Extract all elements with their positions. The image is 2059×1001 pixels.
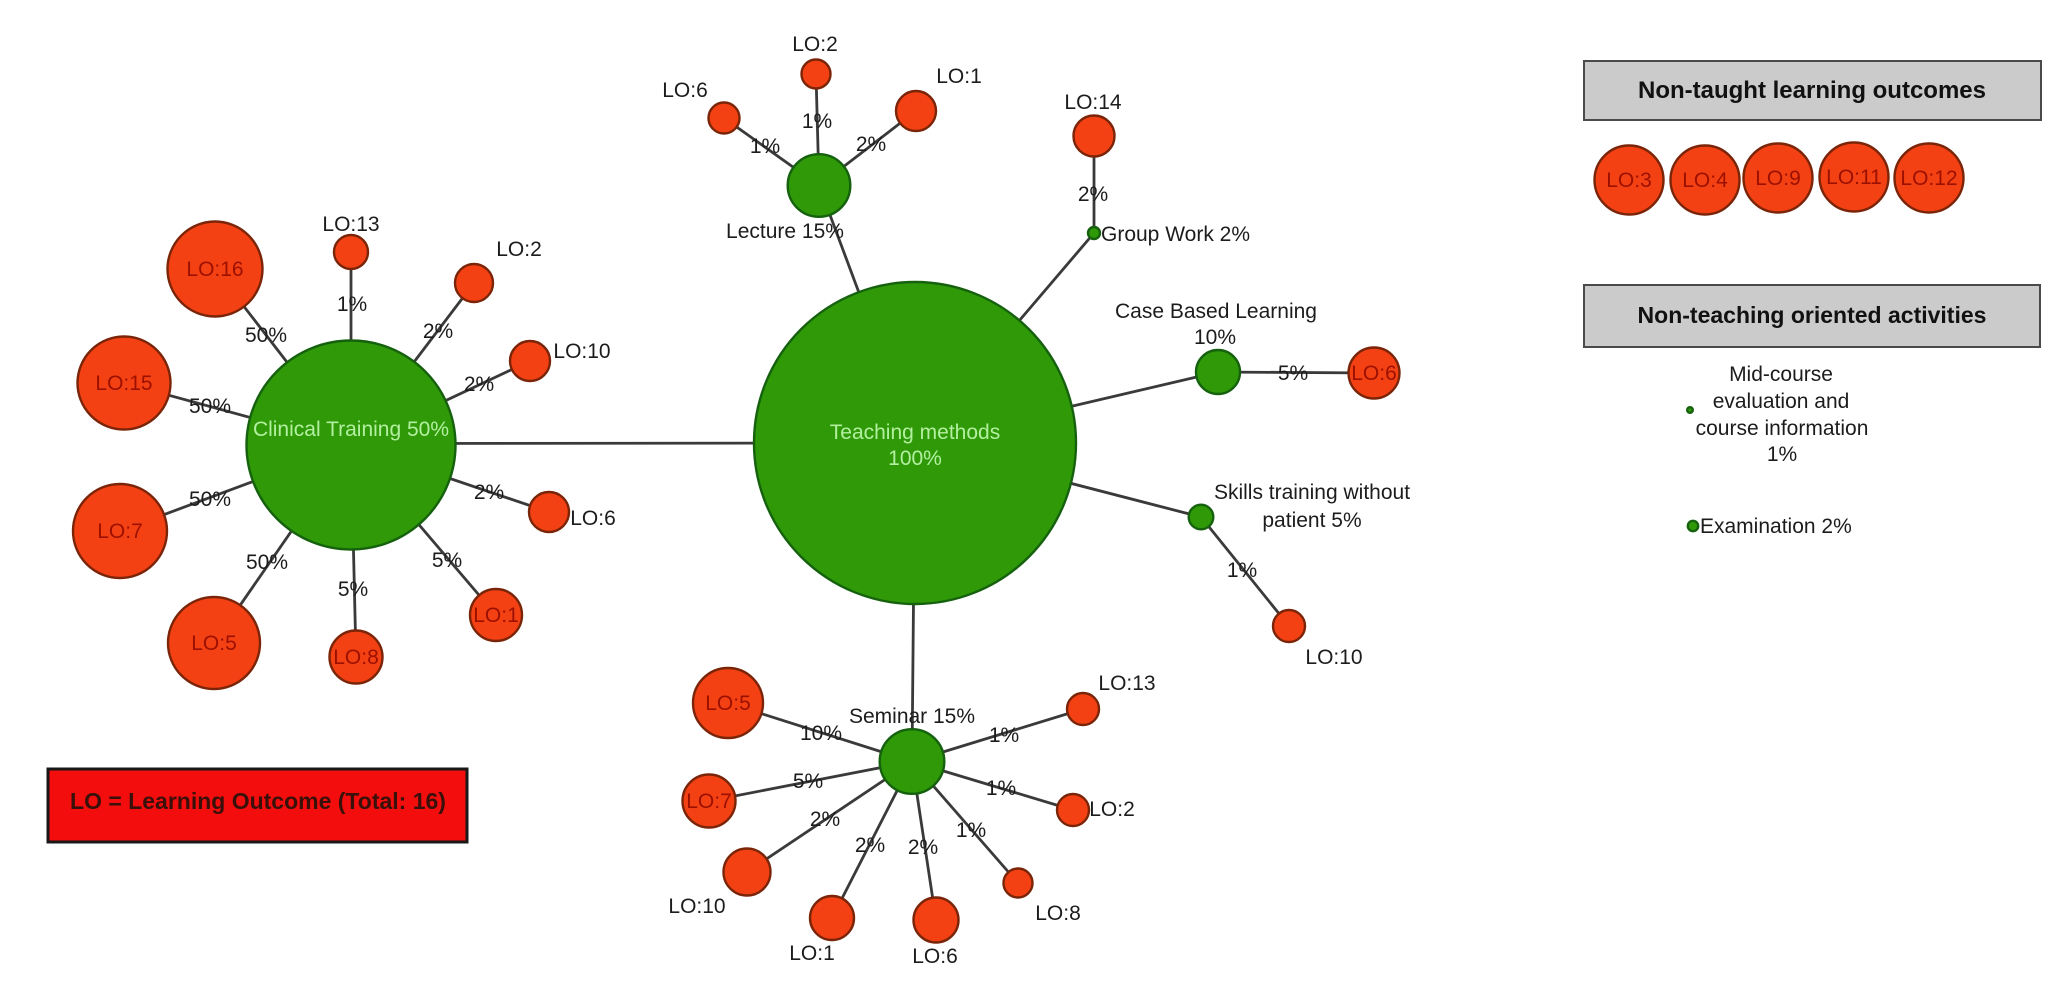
svg-text:Examination 2%: Examination 2% bbox=[1700, 515, 1852, 538]
svg-text:1%: 1% bbox=[989, 724, 1019, 747]
svg-text:LO:8: LO:8 bbox=[1035, 902, 1081, 925]
svg-text:1%: 1% bbox=[750, 135, 780, 158]
svg-text:1%: 1% bbox=[986, 777, 1016, 800]
svg-text:LO:5: LO:5 bbox=[191, 632, 237, 655]
svg-text:Lecture 15%: Lecture 15% bbox=[726, 220, 844, 243]
svg-text:LO:13: LO:13 bbox=[322, 213, 379, 236]
svg-text:course information: course information bbox=[1696, 417, 1869, 440]
svg-text:5%: 5% bbox=[793, 770, 823, 793]
svg-text:LO:10: LO:10 bbox=[1305, 646, 1362, 669]
svg-text:1%: 1% bbox=[956, 819, 986, 842]
svg-text:2%: 2% bbox=[855, 834, 885, 857]
svg-text:LO:2: LO:2 bbox=[496, 238, 542, 261]
svg-text:Non-taught learning outcomes: Non-taught learning outcomes bbox=[1638, 77, 1986, 104]
svg-text:LO:3: LO:3 bbox=[1606, 169, 1652, 192]
svg-text:50%: 50% bbox=[246, 551, 288, 574]
svg-text:Group Work 2%: Group Work 2% bbox=[1101, 223, 1250, 246]
svg-text:LO = Learning Outcome (Total:: LO = Learning Outcome (Total: 16) bbox=[70, 788, 446, 814]
svg-text:2%: 2% bbox=[1078, 183, 1108, 206]
svg-text:LO:15: LO:15 bbox=[95, 372, 152, 395]
svg-text:LO:9: LO:9 bbox=[1755, 167, 1801, 190]
svg-text:LO:12: LO:12 bbox=[1900, 167, 1957, 190]
svg-text:Teaching methods: Teaching methods bbox=[830, 421, 1000, 444]
svg-text:1%: 1% bbox=[802, 110, 832, 133]
svg-text:LO:6: LO:6 bbox=[912, 945, 958, 968]
svg-text:LO:1: LO:1 bbox=[936, 65, 982, 88]
svg-text:LO:7: LO:7 bbox=[97, 520, 143, 543]
svg-text:1%: 1% bbox=[1227, 559, 1257, 582]
svg-text:LO:16: LO:16 bbox=[186, 258, 243, 281]
svg-text:LO:13: LO:13 bbox=[1098, 672, 1155, 695]
svg-text:2%: 2% bbox=[856, 133, 886, 156]
svg-text:Clinical Training 50%: Clinical Training 50% bbox=[253, 418, 449, 441]
svg-text:LO:1: LO:1 bbox=[473, 604, 519, 627]
svg-text:LO:4: LO:4 bbox=[1682, 169, 1728, 192]
svg-text:LO:2: LO:2 bbox=[792, 33, 838, 56]
svg-text:LO:1: LO:1 bbox=[789, 942, 835, 965]
svg-text:2%: 2% bbox=[464, 373, 494, 396]
svg-text:LO:14: LO:14 bbox=[1064, 91, 1122, 114]
svg-text:LO:8: LO:8 bbox=[333, 646, 379, 669]
svg-text:100%: 100% bbox=[888, 447, 942, 470]
svg-text:2%: 2% bbox=[908, 836, 938, 859]
svg-text:Case Based Learning: Case Based Learning bbox=[1115, 300, 1317, 323]
svg-text:50%: 50% bbox=[189, 395, 231, 418]
svg-text:LO:11: LO:11 bbox=[1826, 166, 1882, 189]
svg-text:1%: 1% bbox=[1767, 443, 1797, 466]
svg-text:LO:7: LO:7 bbox=[686, 790, 732, 813]
svg-text:Skills training without: Skills training without bbox=[1214, 481, 1410, 504]
svg-text:LO:2: LO:2 bbox=[1089, 798, 1135, 821]
svg-text:5%: 5% bbox=[338, 578, 368, 601]
svg-text:10%: 10% bbox=[800, 722, 842, 745]
svg-text:50%: 50% bbox=[189, 488, 231, 511]
svg-text:1%: 1% bbox=[337, 293, 367, 316]
svg-text:evaluation and: evaluation and bbox=[1713, 390, 1850, 413]
svg-text:50%: 50% bbox=[245, 324, 287, 347]
svg-text:2%: 2% bbox=[423, 320, 453, 343]
svg-text:10%: 10% bbox=[1194, 326, 1236, 349]
svg-text:5%: 5% bbox=[1278, 362, 1308, 385]
svg-text:LO:10: LO:10 bbox=[668, 895, 725, 918]
svg-text:LO:6: LO:6 bbox=[1351, 362, 1397, 385]
svg-text:patient 5%: patient 5% bbox=[1262, 509, 1361, 532]
svg-text:LO:10: LO:10 bbox=[553, 340, 610, 363]
svg-text:Mid-course: Mid-course bbox=[1729, 363, 1833, 386]
svg-text:2%: 2% bbox=[810, 808, 840, 831]
svg-text:5%: 5% bbox=[432, 549, 462, 572]
svg-text:LO:6: LO:6 bbox=[662, 79, 708, 102]
svg-text:Seminar 15%: Seminar 15% bbox=[849, 705, 975, 728]
svg-text:LO:6: LO:6 bbox=[570, 507, 616, 530]
svg-text:Non-teaching oriented activiti: Non-teaching oriented activities bbox=[1638, 302, 1987, 328]
svg-text:LO:5: LO:5 bbox=[705, 692, 751, 715]
svg-text:2%: 2% bbox=[474, 481, 504, 504]
